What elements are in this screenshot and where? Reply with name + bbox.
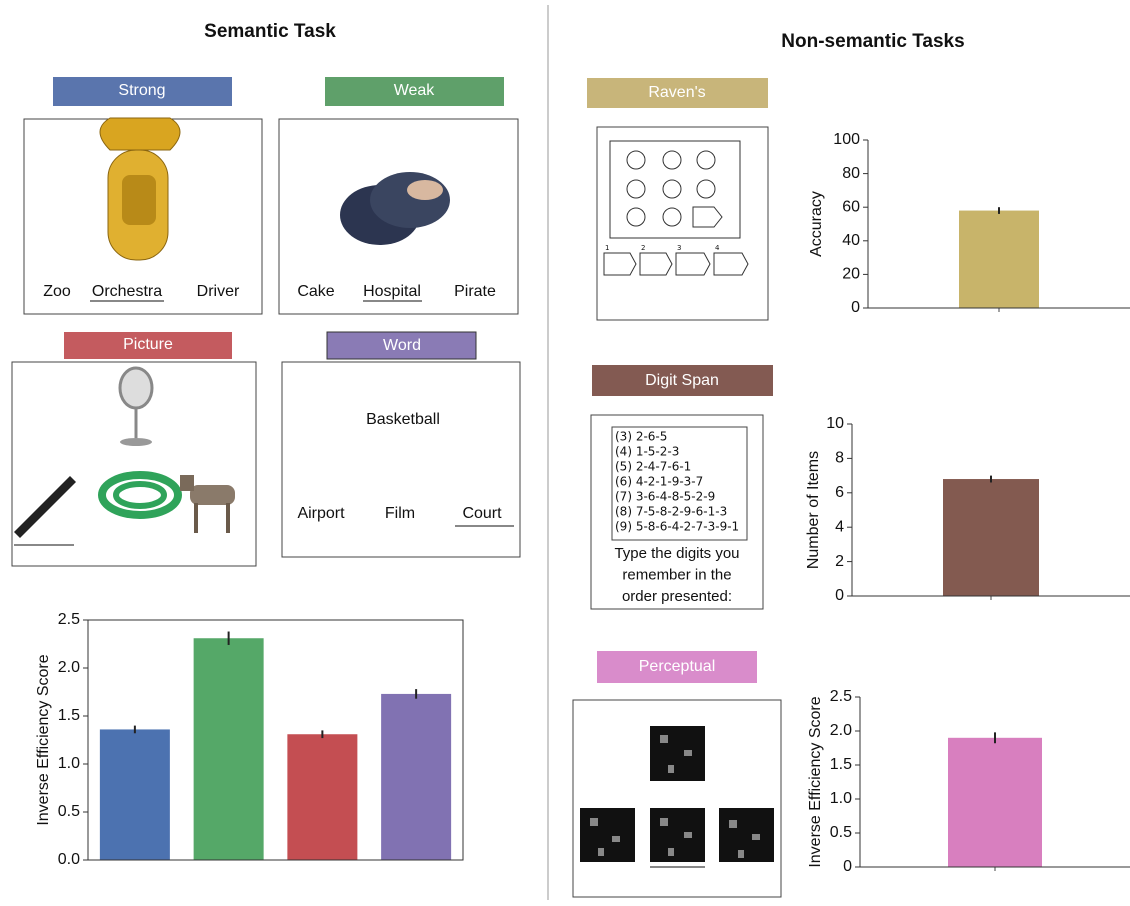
instruction: Type the digits you	[614, 545, 739, 562]
y-tick-label: 0	[843, 858, 852, 875]
y-tick-label: 60	[842, 198, 860, 215]
y-tick-label: 1.5	[58, 707, 80, 724]
digit-sequence: (4) 1-5-2-3	[615, 445, 679, 459]
instruction: order presented:	[622, 588, 732, 605]
y-tick-label: 0.5	[58, 803, 80, 820]
option-number: 1	[605, 244, 609, 252]
y-tick-label: 0.0	[58, 851, 80, 868]
label-box	[64, 332, 232, 359]
slippers-image	[340, 172, 450, 245]
digit-sequence: (8) 7-5-8-2-9-6-1-3	[615, 505, 727, 519]
word: Orchestra	[92, 283, 162, 300]
word: Court	[462, 505, 502, 522]
y-axis-label: Accuracy	[808, 191, 825, 257]
panel-frame	[596, 126, 769, 321]
option-number: 4	[715, 244, 720, 252]
instruction: remember in the	[622, 566, 731, 583]
digit-sequence: (6) 4-2-1-9-3-7	[615, 475, 703, 489]
y-tick-label: 2.0	[830, 722, 852, 739]
digit-sequence: (5) 2-4-7-6-1	[615, 460, 691, 474]
label-box	[326, 331, 477, 360]
axes-frame	[87, 619, 464, 861]
panel-frame	[281, 361, 521, 558]
y-tick-label: 6	[835, 484, 844, 501]
label-box	[325, 77, 504, 106]
y-axis-label: Inverse Efficiency Score	[807, 696, 824, 867]
word: Hospital	[363, 283, 421, 300]
bar	[948, 737, 1042, 867]
y-tick-label: 2	[835, 553, 844, 570]
panel-label: Picture	[123, 336, 173, 353]
y-tick-label: 1.5	[830, 756, 852, 773]
bar	[287, 734, 358, 860]
panel-frame	[11, 361, 257, 567]
panel-frame	[278, 118, 519, 315]
y-axis-label: Inverse Efficiency Score	[35, 654, 52, 825]
y-tick-label: 1.0	[58, 755, 80, 772]
y-tick-label: 40	[842, 232, 860, 249]
option-number: 2	[641, 244, 645, 252]
y-tick-label: 10	[826, 415, 844, 432]
word: Airport	[297, 505, 345, 522]
section-title: Semantic Task	[204, 21, 336, 42]
word: Pirate	[454, 283, 496, 300]
y-tick-label: 8	[835, 450, 844, 467]
section-title: Non-semantic Tasks	[781, 31, 964, 52]
matrix-figure	[603, 140, 749, 276]
option-number: 3	[677, 244, 681, 252]
bar	[193, 638, 264, 860]
label-box	[587, 78, 768, 108]
panel-label: Weak	[394, 82, 436, 99]
digit-sequence: (9) 5-8-6-4-2-7-3-9-1	[615, 520, 739, 534]
bar	[99, 729, 170, 860]
cue-word: Basketball	[366, 411, 440, 428]
y-tick-label: 0.5	[830, 824, 852, 841]
panel-label: Strong	[118, 82, 165, 99]
panel-frame	[590, 414, 764, 610]
y-tick-label: 2.5	[58, 611, 80, 628]
bar	[959, 210, 1039, 308]
panel-label: Raven's	[648, 84, 705, 101]
y-tick-label: 100	[833, 131, 860, 148]
word: Film	[385, 505, 415, 522]
y-tick-label: 0	[851, 299, 860, 316]
bar	[381, 693, 452, 860]
y-tick-label: 2.0	[58, 659, 80, 676]
panel-label: Perceptual	[639, 658, 716, 675]
y-tick-label: 4	[835, 518, 844, 535]
y-tick-label: 2.5	[830, 688, 852, 705]
y-axis-label: Number of Items	[805, 451, 822, 569]
digit-sequence: (3) 2-6-5	[615, 430, 667, 444]
word: Driver	[197, 283, 240, 300]
panel-label: Word	[383, 337, 421, 354]
panel-frame	[572, 699, 782, 898]
sequence-box	[611, 426, 748, 541]
y-tick-label: 0	[835, 587, 844, 604]
word: Zoo	[43, 283, 71, 300]
noise-patterns	[580, 726, 774, 868]
label-box	[592, 365, 773, 396]
label-box	[597, 651, 757, 683]
tuba-image	[99, 117, 181, 261]
word: Cake	[297, 283, 334, 300]
panel-label: Digit Span	[645, 372, 719, 389]
y-tick-label: 20	[842, 266, 860, 283]
y-tick-label: 1.0	[830, 790, 852, 807]
bar	[943, 479, 1039, 596]
digit-sequence: (7) 3-6-4-8-5-2-9	[615, 490, 715, 504]
y-tick-label: 80	[842, 165, 860, 182]
label-box	[53, 77, 232, 106]
picture-images	[14, 366, 235, 546]
